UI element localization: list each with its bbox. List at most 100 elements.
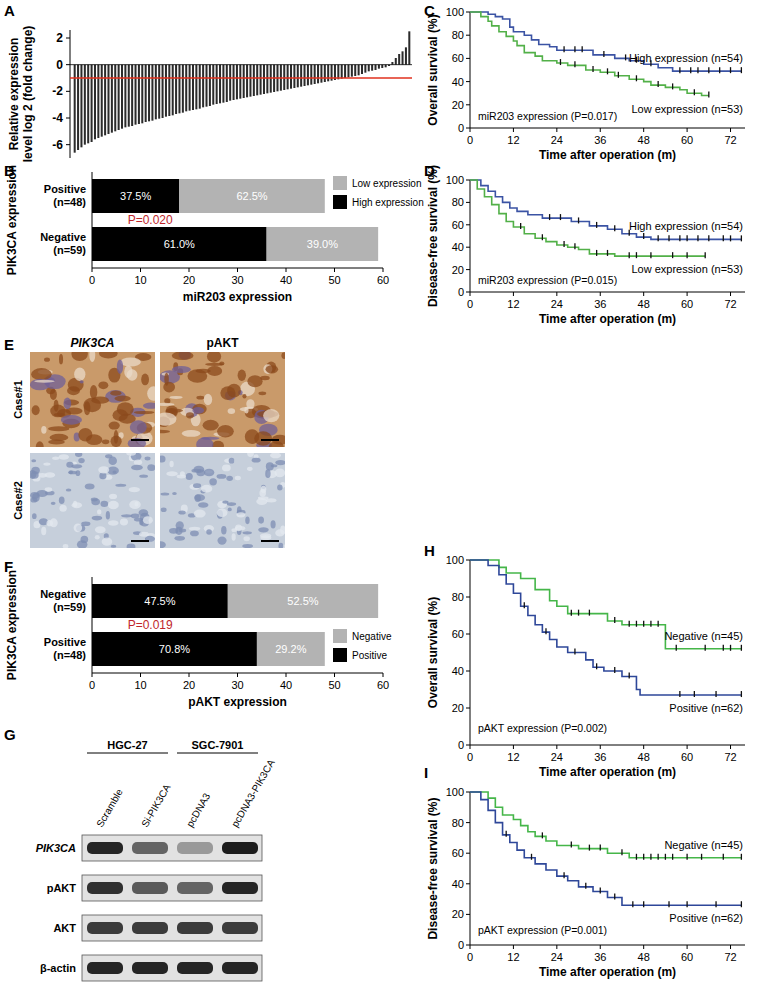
texture <box>160 403 175 406</box>
y-tick-label: 100 <box>446 786 464 798</box>
bar <box>104 65 106 136</box>
texture <box>242 544 253 548</box>
y-tick <box>466 597 470 598</box>
bar <box>91 65 93 142</box>
band <box>177 882 213 894</box>
censor-mark <box>578 610 579 616</box>
censor-mark <box>723 235 724 241</box>
x-tick-label: 36 <box>594 751 606 763</box>
bar <box>162 65 164 118</box>
texture <box>50 518 58 527</box>
censor-mark <box>621 849 622 855</box>
censor-mark <box>574 46 575 52</box>
censor-mark <box>719 67 720 73</box>
x-tick-label: 30 <box>231 679 243 691</box>
series-label: High expression (n=54) <box>629 52 743 64</box>
x-tick <box>687 945 688 949</box>
bar <box>374 65 376 70</box>
texture <box>201 485 212 493</box>
y-tick <box>466 81 470 82</box>
texture <box>139 475 148 478</box>
censor-mark <box>596 222 597 228</box>
censor-mark <box>578 217 579 223</box>
texture <box>108 501 119 509</box>
bar <box>408 31 410 64</box>
y-tick-label: 40 <box>452 665 464 677</box>
texture <box>36 441 44 447</box>
texture <box>32 405 40 415</box>
bar <box>222 65 224 103</box>
texture <box>98 466 109 473</box>
texture <box>196 396 204 400</box>
bar <box>175 65 177 114</box>
lane-label: pcDNA3-PIK3CA <box>229 757 277 829</box>
texture <box>217 474 227 479</box>
y-tick <box>466 104 470 105</box>
y-tick-label: 60 <box>452 52 464 64</box>
texture <box>52 457 59 460</box>
group-underline <box>87 753 168 754</box>
y-tick-label: 2 <box>56 31 63 45</box>
bar <box>101 65 103 137</box>
bar <box>124 65 126 128</box>
y-tick <box>466 883 470 884</box>
texture <box>160 541 166 548</box>
scale-bar <box>131 540 149 542</box>
x-tick <box>513 945 514 949</box>
censor-mark <box>708 67 709 73</box>
texture <box>192 404 206 415</box>
censor-mark <box>563 241 564 247</box>
bar <box>364 65 366 73</box>
category-label-line: Negative <box>40 588 86 600</box>
texture <box>113 470 117 473</box>
censor-mark <box>614 667 615 673</box>
x-axis-title: pAKT expression <box>188 695 287 709</box>
texture <box>127 544 136 548</box>
texture <box>91 498 100 505</box>
y-tick <box>466 269 470 270</box>
y-axis-title: Overall survival (%) <box>426 14 440 125</box>
texture <box>217 425 234 437</box>
y-tick-label: 60 <box>452 219 464 231</box>
x-tick-label: 36 <box>594 951 606 963</box>
y-tick <box>66 91 70 92</box>
legend-label: Negative <box>352 631 392 642</box>
scale-bar <box>261 439 279 441</box>
x-tick <box>600 128 601 132</box>
censor-mark <box>679 691 680 697</box>
censor-mark <box>582 46 583 52</box>
censor-mark <box>697 67 698 73</box>
category-label: Negative (n=59) <box>40 231 86 256</box>
texture <box>131 514 140 519</box>
x-tick-label: 10 <box>134 679 146 691</box>
texture <box>130 420 147 434</box>
ihc-image <box>30 352 155 447</box>
bar <box>246 65 248 98</box>
censor-mark <box>545 628 546 634</box>
y-tick-label: 0 <box>458 739 464 751</box>
scale-bar <box>131 439 149 441</box>
x-tick <box>730 745 731 749</box>
band <box>132 962 168 974</box>
bar <box>324 65 326 82</box>
bar <box>226 65 228 102</box>
censor-mark <box>686 854 687 860</box>
censor-mark <box>668 901 669 907</box>
x-tick <box>334 268 335 272</box>
x-tick-label: 24 <box>551 751 563 763</box>
texture <box>99 352 118 359</box>
censor-mark <box>679 235 680 241</box>
texture <box>246 399 254 408</box>
texture <box>235 526 245 530</box>
legend-swatch <box>333 629 347 643</box>
y-tick-label: 20 <box>452 702 464 714</box>
annotation: pAKT expression (P=0.002) <box>478 722 607 734</box>
texture <box>66 489 72 492</box>
x-tick-label: 48 <box>638 134 650 146</box>
protein-label: pAKT <box>47 882 77 894</box>
x-tick-label: 12 <box>507 751 519 763</box>
texture <box>204 394 212 405</box>
bar <box>229 65 231 101</box>
texture <box>45 472 56 477</box>
texture <box>247 467 253 471</box>
